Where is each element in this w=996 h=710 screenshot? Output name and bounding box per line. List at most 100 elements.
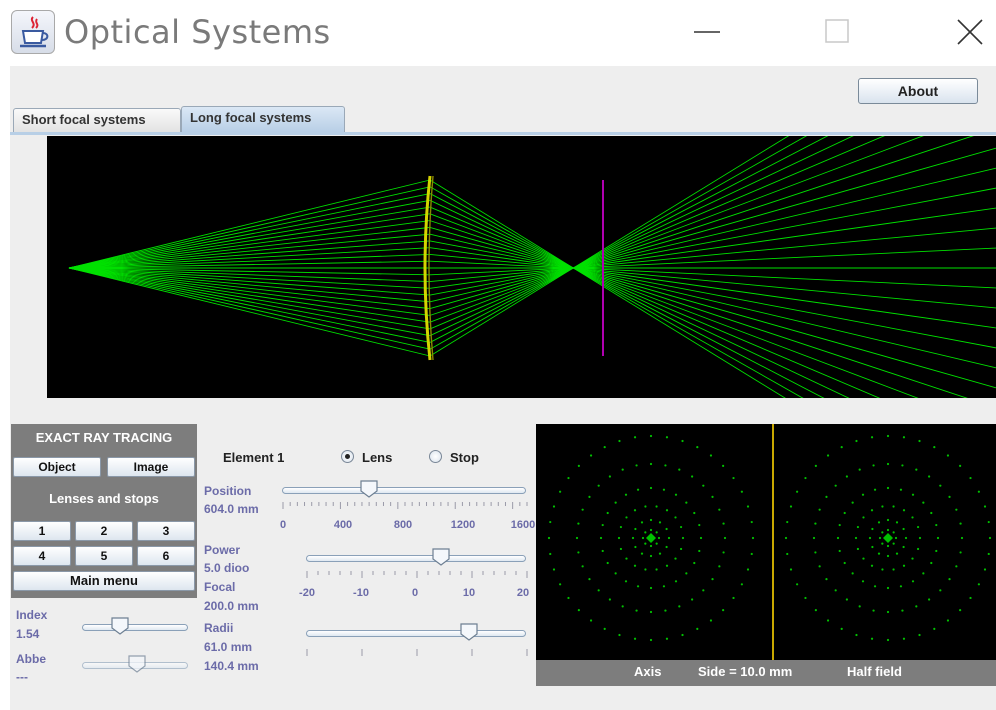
spot-dot xyxy=(709,619,713,622)
spot-dot xyxy=(870,564,874,567)
spot-dot xyxy=(665,564,669,567)
lens-radio-label[interactable]: Lens xyxy=(362,450,393,465)
spot-dot xyxy=(796,490,799,493)
spot-dot xyxy=(597,589,600,592)
spot-dot xyxy=(601,523,604,527)
index-slider-track[interactable] xyxy=(82,624,188,631)
spot-dot xyxy=(928,598,931,601)
spot-dot xyxy=(718,565,721,568)
spot-dot xyxy=(804,476,807,480)
spot-dot xyxy=(871,545,874,549)
lens-button-4[interactable]: 4 xyxy=(13,546,71,566)
spot-dot xyxy=(935,549,938,553)
spot-dot xyxy=(930,561,933,565)
radii-slider-thumb[interactable] xyxy=(459,623,479,641)
index-slider-thumb[interactable] xyxy=(110,617,130,635)
lens-button-2[interactable]: 2 xyxy=(75,521,133,541)
spot-center xyxy=(646,533,656,543)
ray-segment xyxy=(68,233,431,269)
spot-dot xyxy=(936,536,940,540)
spot-dot xyxy=(711,578,714,581)
spot-dot xyxy=(649,486,653,490)
main-menu-button[interactable]: Main menu xyxy=(13,571,195,591)
spot-dot xyxy=(619,547,623,551)
lens-button-5[interactable]: 5 xyxy=(75,546,133,566)
spot-dot xyxy=(886,528,890,532)
ray-tracing-canvas[interactable] xyxy=(47,8,996,528)
spot-dot xyxy=(873,488,877,491)
spot-dot xyxy=(988,536,992,540)
spot-dot xyxy=(635,464,638,467)
spot-dot xyxy=(870,509,874,512)
spot-dot xyxy=(918,439,921,443)
spot-dot xyxy=(886,544,890,548)
ray-segment xyxy=(68,247,431,269)
spot-dot xyxy=(702,484,705,487)
spot-dot xyxy=(567,596,570,600)
spot-dot xyxy=(868,536,872,540)
spot-dot xyxy=(818,565,821,568)
spot-dot xyxy=(681,536,685,540)
lens-radio[interactable] xyxy=(341,450,354,463)
spot-dot xyxy=(834,484,837,487)
position-slider-track[interactable] xyxy=(282,487,526,494)
power-slider-thumb[interactable] xyxy=(431,548,451,566)
spot-dot xyxy=(603,627,606,630)
position-slider-thumb[interactable] xyxy=(359,480,379,498)
lens-button-3[interactable]: 3 xyxy=(137,521,195,541)
spot-dot xyxy=(740,490,743,493)
tab-long-focal-systems[interactable]: Long focal systems xyxy=(181,106,345,132)
lens-button-6[interactable]: 6 xyxy=(137,546,195,566)
spot-dot xyxy=(649,528,653,532)
spot-dot xyxy=(862,516,865,519)
tick-label: 800 xyxy=(393,519,413,531)
spot-dot xyxy=(902,637,906,640)
spot-dot xyxy=(722,551,725,554)
abbe-slider-thumb[interactable] xyxy=(127,655,147,673)
spot-dot xyxy=(685,572,688,575)
spot-dot xyxy=(608,475,611,478)
stop-radio[interactable] xyxy=(429,450,442,463)
spot-dot xyxy=(665,637,669,640)
spot-dot xyxy=(702,589,705,592)
tab-underline xyxy=(10,132,996,135)
stop-radio-label[interactable]: Stop xyxy=(450,450,479,465)
spot-dot xyxy=(625,516,628,519)
spot-dot xyxy=(928,475,931,478)
spot-dot xyxy=(740,583,743,586)
spot-dot xyxy=(886,554,890,558)
tick-label: 10 xyxy=(462,587,476,599)
tab-short-focal-systems[interactable]: Short focal systems xyxy=(13,108,181,132)
image-button[interactable]: Image xyxy=(107,457,195,477)
spot-dot xyxy=(634,545,637,549)
spot-dot xyxy=(685,501,688,504)
power-slider-track[interactable] xyxy=(306,555,526,562)
spot-dot xyxy=(843,561,846,565)
minimize-icon[interactable] xyxy=(690,14,730,50)
spot-dot xyxy=(851,572,854,575)
ray-segment xyxy=(429,226,996,389)
spot-dot xyxy=(873,585,877,588)
spot-dot xyxy=(606,561,609,565)
spot-dot xyxy=(881,531,884,534)
spot-dot xyxy=(946,454,950,457)
maximize-icon[interactable] xyxy=(818,14,858,50)
spot-dot xyxy=(679,547,683,551)
lens-button-1[interactable]: 1 xyxy=(13,521,71,541)
object-button[interactable]: Object xyxy=(13,457,101,477)
side-label: Side = 10.0 mm xyxy=(698,664,793,679)
spot-dot xyxy=(655,568,658,571)
spot-dot xyxy=(858,605,861,608)
ray-segment xyxy=(68,267,431,337)
spot-dot xyxy=(796,583,799,586)
focal-value: 200.0 mm xyxy=(204,599,259,613)
spot-dot xyxy=(667,536,671,540)
spot-dot xyxy=(588,578,591,581)
about-button[interactable]: About xyxy=(858,78,978,104)
close-icon[interactable] xyxy=(950,14,990,50)
index-label: Index xyxy=(16,608,48,622)
radii-slider-track[interactable] xyxy=(306,630,526,637)
index-value: 1.54 xyxy=(16,627,40,641)
ray-segment xyxy=(68,267,431,330)
spot-dot xyxy=(635,609,638,612)
